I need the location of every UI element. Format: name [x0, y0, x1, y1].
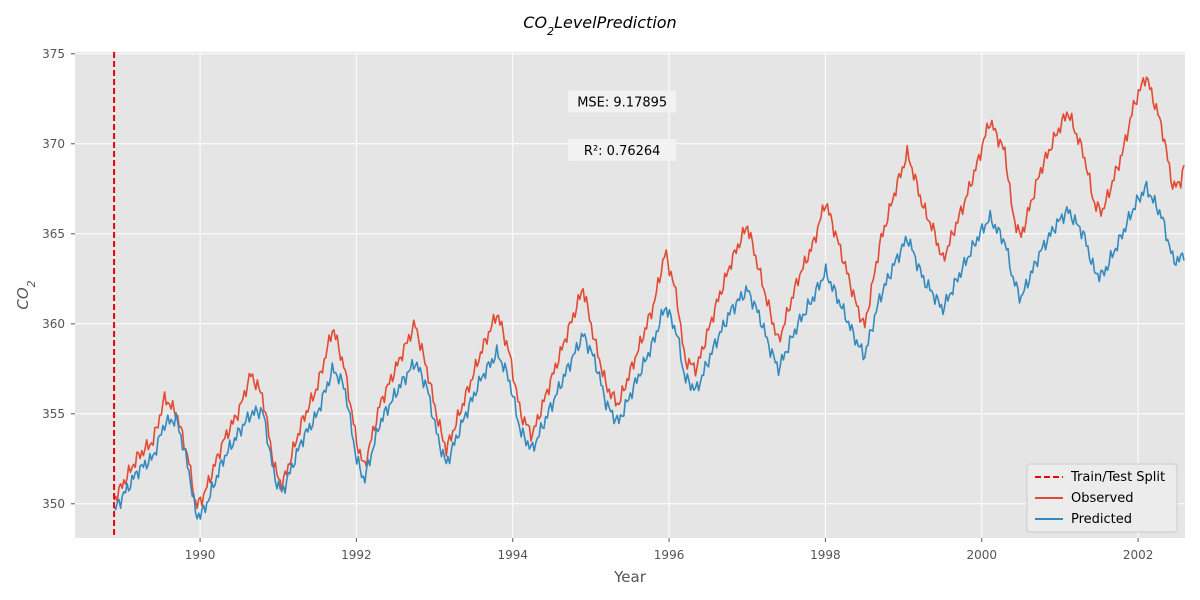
series-layer: [113, 76, 1185, 520]
legend-label: Observed: [1071, 491, 1134, 506]
x-axis-label: Year: [613, 568, 647, 586]
y-tick-label: 360: [42, 317, 65, 331]
y-axis-label: CO2: [14, 280, 38, 309]
y-tick-label: 350: [42, 497, 65, 511]
legend-box: [1026, 463, 1178, 533]
annotation-box: [568, 139, 677, 161]
annotation-box: [568, 90, 677, 113]
annotations: MSE: 9.17895 R²: 0.76264: [568, 90, 677, 161]
ticks: 1990 1992 1994 1996 1998 2000 2002 350 355 360 365…: [42, 47, 1153, 562]
x-tick-label: 1990: [185, 548, 216, 562]
x-tick-label: 2000: [966, 548, 997, 562]
annotation-text: MSE: 9.17895: [577, 95, 667, 110]
annotation-text: R²: 0.76264: [584, 144, 661, 159]
series-line-observed: [113, 76, 1185, 510]
legend: Train/Test Split Observed Predicted: [1026, 463, 1178, 533]
series-line-predicted: [113, 180, 1185, 520]
x-tick-label: 1998: [810, 548, 841, 562]
legend-label: Predicted: [1071, 512, 1132, 527]
chart-title: CO2LevelPrediction: [523, 13, 676, 38]
y-tick-label: 375: [42, 47, 65, 61]
x-tick-label: 2002: [1123, 548, 1154, 562]
y-tick-label: 355: [42, 407, 65, 421]
x-tick-label: 1994: [497, 548, 528, 562]
plot-area: [75, 52, 1185, 538]
y-tick-label: 365: [42, 227, 65, 241]
y-tick-label: 370: [42, 137, 65, 151]
legend-label: Train/Test Split: [1070, 470, 1165, 485]
x-tick-label: 1996: [654, 548, 685, 562]
x-tick-label: 1992: [341, 548, 372, 562]
